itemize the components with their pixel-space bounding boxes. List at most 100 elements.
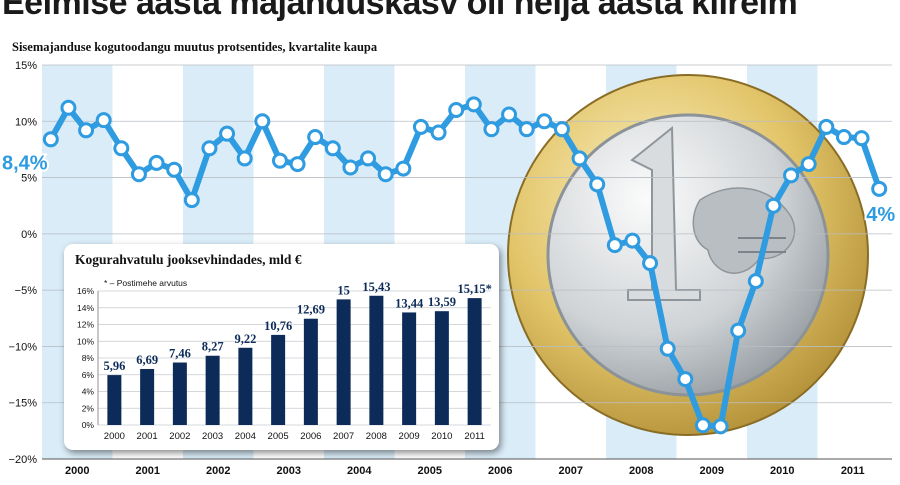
gdp-data-point [113,140,130,157]
x-tick-label: 2007 [559,465,583,477]
gdp-data-point [501,106,518,123]
inset-y-tick-label: 14% [77,303,94,313]
x-tick-label: 2008 [629,465,653,477]
gdp-data-point [201,140,218,157]
income-inset-panel: 0% 2% 4% 6% 8% 10% 12% 14% 16% 5,96 2000 6,69 2001 7,… [64,244,499,450]
gdp-data-point [465,96,482,113]
gdp-data-point [871,180,888,197]
headline: Eelmise aasta majanduskasv oli neljа aas… [2,0,798,22]
x-tick-label: 2001 [136,465,160,477]
inset-y-tick-label: 8% [82,353,95,363]
gdp-data-point [483,121,500,138]
x-tick-label: 2005 [418,465,442,477]
bar-value-label: 13,59 [428,295,456,309]
y-tick-label: 10% [15,116,37,128]
inset-y-tick-label: 16% [77,286,94,296]
inset-x-tick-label: 2005 [268,431,289,442]
income-bar-chart: 0% 2% 4% 6% 8% 10% 12% 14% 16% 5,96 2000 6,69 2001 7,… [77,280,492,442]
gdp-data-point [430,124,447,141]
gdp-data-point [342,159,359,176]
x-tick-label: 2011 [841,465,865,477]
gdp-data-point [289,156,306,173]
bar-value-label: 15,43 [362,280,390,294]
y-tick-label: −5% [15,285,38,297]
gdp-data-point [747,273,764,290]
gdp-data-point [765,197,782,214]
inset-note: * – Postimehe arvutus [104,278,188,288]
gdp-data-point [271,152,288,169]
gdp-data-point [835,129,852,146]
x-tick-label: 2009 [700,465,724,477]
income-bar [402,312,417,425]
inset-x-tick-label: 2007 [333,431,354,442]
inset-y-tick-label: 10% [77,336,94,346]
gdp-data-point [60,99,77,116]
income-bar [205,355,220,425]
gdp-data-point [800,156,817,173]
gdp-data-point [412,118,429,135]
x-tick-label: 2006 [488,465,512,477]
inset-x-tick-label: 2011 [464,431,484,442]
gdp-data-point [254,113,271,130]
gdp-data-point [818,118,835,135]
gdp-data-point [571,150,588,167]
y-tick-label: −10% [9,341,38,353]
gdp-data-point [236,150,253,167]
inset-y-tick-label: 12% [77,320,94,330]
gdp-data-point [642,255,659,272]
gdp-data-point [183,192,200,209]
gdp-data-point [712,418,729,435]
inset-x-tick-label: 2000 [104,431,125,442]
income-bar [238,347,253,425]
inset-y-tick-label: 0% [82,420,95,430]
gdp-data-point [553,121,570,138]
inset-y-tick-label: 6% [82,370,95,380]
inset-x-tick-label: 2008 [366,431,387,442]
y-tick-label: −15% [9,398,38,410]
bar-value-label: 6,69 [136,353,158,367]
inset-y-tick-label: 4% [82,387,95,397]
inset-x-tick-label: 2002 [169,431,190,442]
bar-value-label: 12,69 [297,303,325,317]
x-tick-label: 2002 [206,465,230,477]
y-tick-label: 15% [15,60,37,72]
income-bar [336,299,351,425]
income-bar [107,375,122,425]
chart-title: Sisemajanduse kogutoodangu muutus protse… [12,40,378,54]
gdp-data-point [730,322,747,339]
gdp-data-point [307,129,324,146]
gdp-data-point [624,232,641,249]
gdp-data-point [148,154,165,171]
bar-value-label: 15 [337,283,350,297]
bar-value-label: 9,22 [234,332,256,346]
inset-x-tick-label: 2003 [202,431,223,442]
gdp-data-point [536,113,553,130]
income-bar [172,362,187,425]
x-tick-label: 2010 [770,465,794,477]
bar-value-label: 8,27 [202,340,224,354]
gdp-data-point [95,112,112,129]
gdp-data-point [518,121,535,138]
gdp-data-point [589,176,606,193]
x-tick-label: 2000 [65,465,89,477]
income-bar [434,311,449,425]
gdp-data-point [130,166,147,183]
y-tick-label: 5% [21,173,37,185]
bar-value-label: 10,76 [264,319,292,333]
inset-x-tick-label: 2010 [431,431,452,442]
inset-y-tick-label: 2% [82,403,95,413]
gdp-data-point [324,140,341,157]
bar-value-label: 5,96 [103,359,125,373]
y-tick-label: −20% [9,454,38,466]
gdp-data-point [377,166,394,183]
bar-value-label: 15,15* [457,282,491,296]
bar-value-label: 7,46 [169,347,191,361]
gdp-data-point [659,340,676,357]
coin-numeral-icon [627,125,701,301]
gdp-data-point [853,130,870,147]
y-tick-label: 0% [21,229,37,241]
gdp-data-point [78,122,95,139]
gdp-data-point [42,131,59,148]
inset-x-tick-label: 2006 [300,431,321,442]
value-annotation: 4% [866,204,895,226]
